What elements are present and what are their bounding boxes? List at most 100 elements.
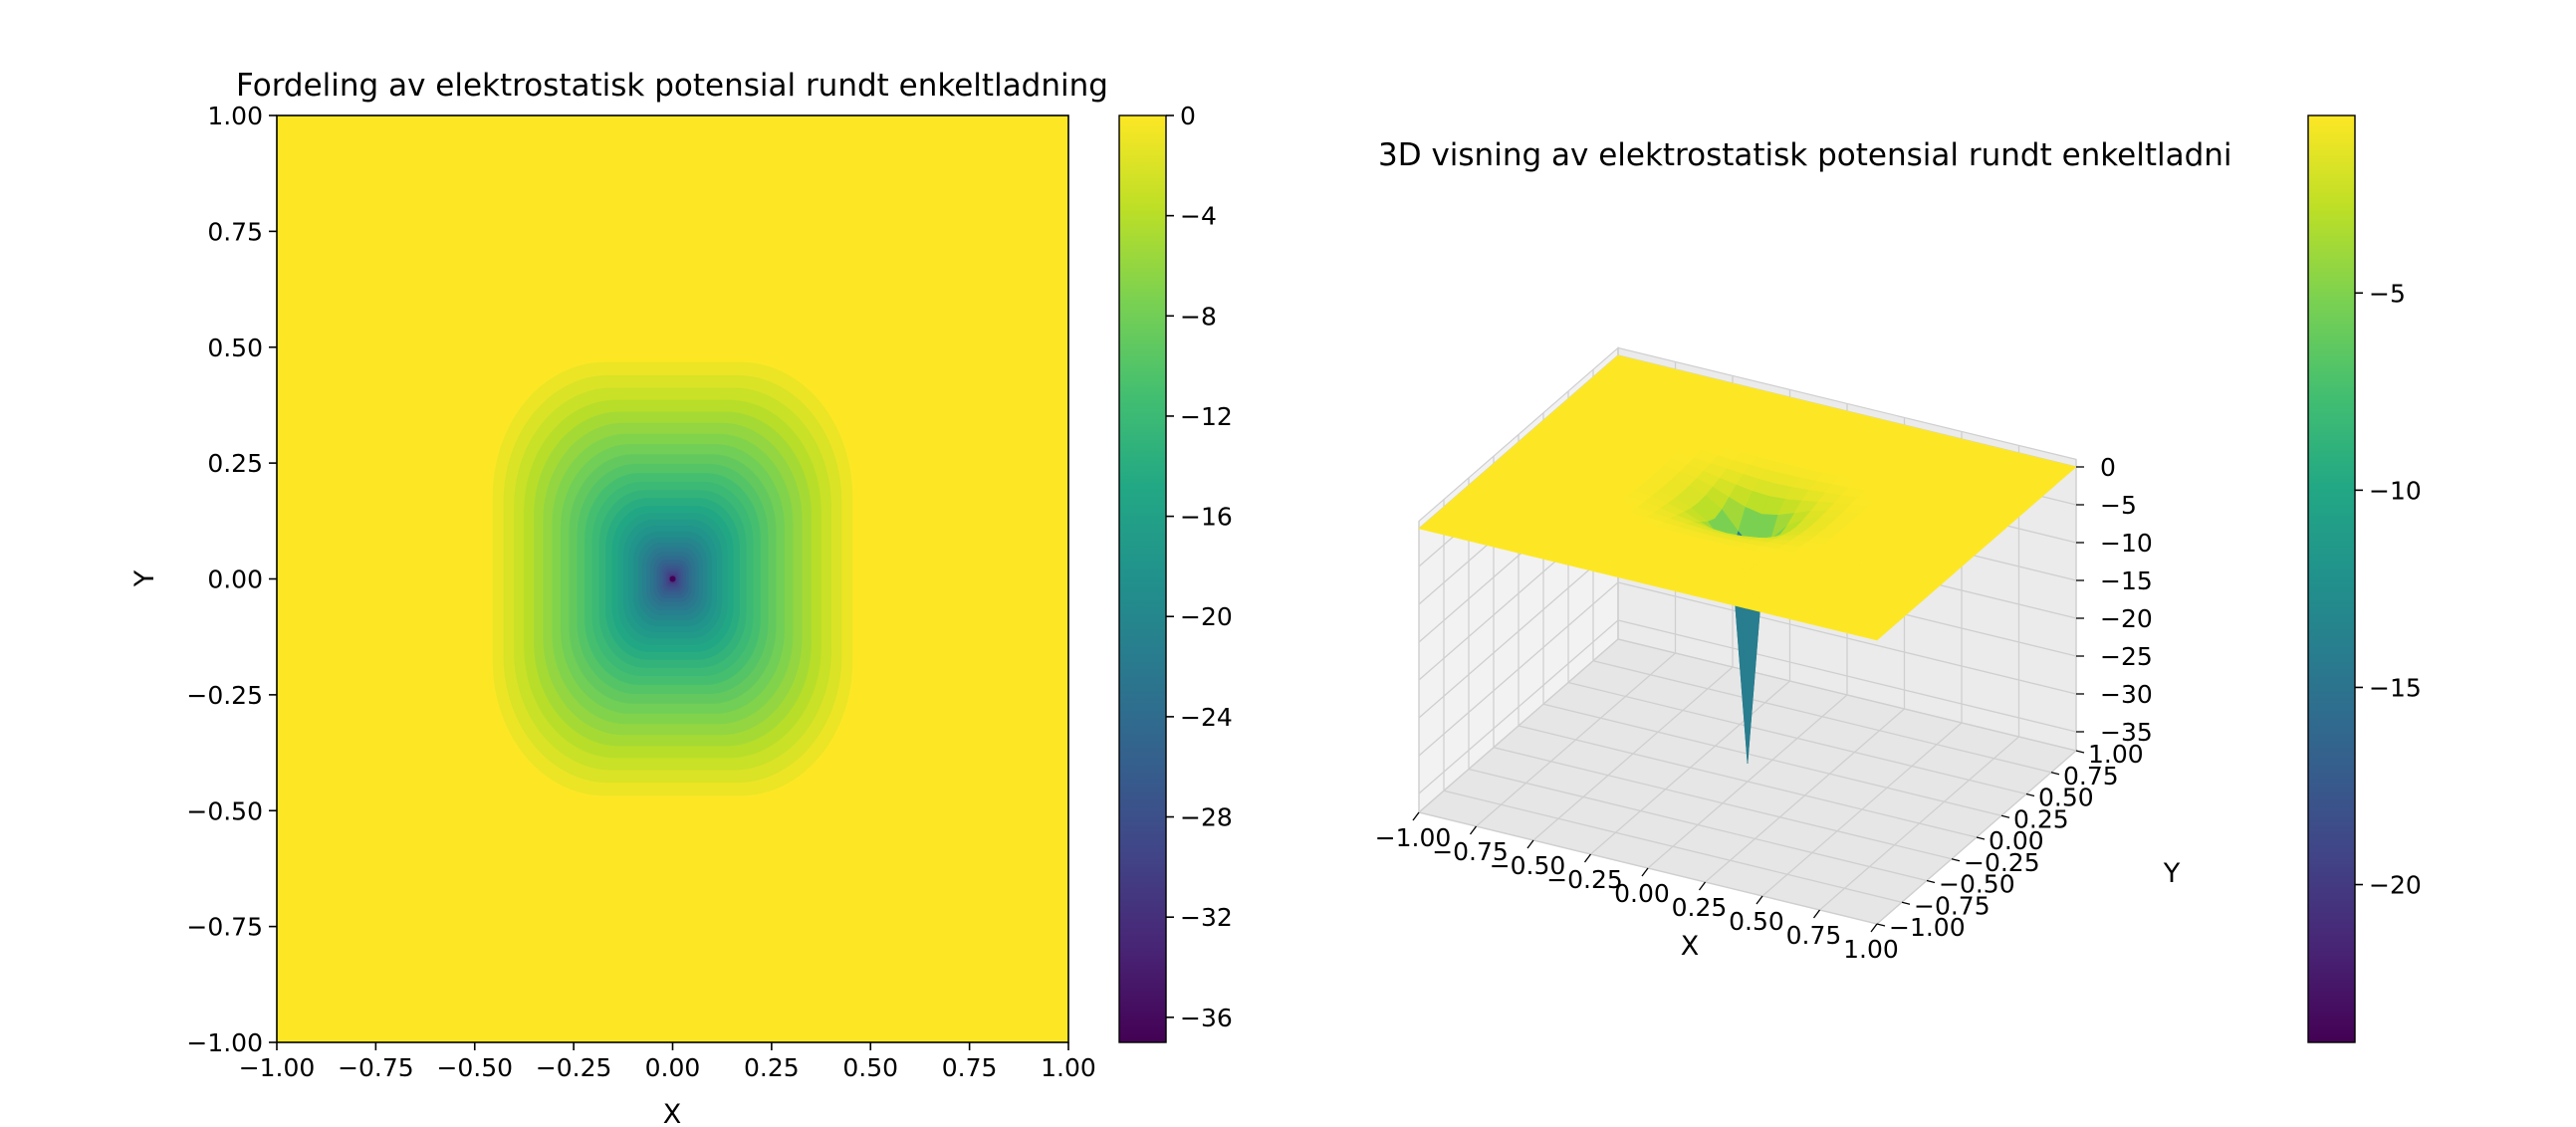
grid-line [1705,708,1905,883]
x-tick-label: 0.75 [942,1053,998,1082]
y3d-tick-mark [1951,858,1961,862]
z3d-tick-label: −5 [2100,491,2137,520]
contour-plot: Fordeling av elektrostatisk potensial ru… [129,68,1108,1127]
y-tick-label: −0.75 [186,913,263,942]
y-tick-label: 0.25 [207,449,263,478]
contour-field [277,115,1068,1042]
z3d-tick-label: −25 [2100,642,2153,671]
colorbar-tick-label: −20 [1180,602,1233,631]
x-tick-label: 0.25 [744,1053,800,1082]
y-tick-label: 0.50 [207,334,263,362]
y3d-tick-label: −0.75 [1914,891,1991,920]
surface-mesh [1418,354,2077,764]
contour-y-label: Y [129,569,160,587]
x3d-tick-label: 0.00 [1614,879,1670,908]
y3d-tick-mark [2000,814,2010,818]
x3d-tick-mark [1469,825,1478,835]
x3d-tick-label: 0.25 [1672,893,1728,922]
contour-y-ticks: −1.00 −0.75 −0.50 −0.25 0.00 0.25 0.50 0.75 1.00 [186,102,277,1057]
colorbar-tick-label: −8 [1180,302,1217,331]
x3d-tick-label: 0.75 [1786,921,1842,950]
grid-line [1418,619,1619,794]
colorbar-tick-label: −20 [2369,871,2422,900]
y3d-tick-label: 0.75 [2063,762,2119,790]
y3d-tick-mark [1876,923,1886,927]
surface-x-label: X [1681,931,1700,962]
grid-line [1617,619,2077,733]
colorbar-tick-label: −10 [2369,476,2422,505]
x-tick-label: 0.00 [645,1053,701,1082]
grid-line [1567,681,2027,795]
surface-title: 3D visning av elektrostatisk potensial r… [1378,137,2232,173]
grid-line [1592,660,2052,774]
colorbar-tick-label: −28 [1180,803,1233,832]
y3d-tick-mark [2050,772,2060,776]
grid-line [1418,544,1619,719]
charge-point [669,575,676,582]
x-tick-label: −0.25 [536,1053,612,1082]
y-tick-label: −0.50 [186,796,263,825]
y3d-tick-label: −0.25 [1964,848,2040,877]
y3d-tick-label: −1.00 [1889,913,1966,942]
y3d-tick-label: 0.50 [2038,784,2094,812]
z3d-tick-label: −20 [2100,604,2153,633]
y3d-tick-label: 1.00 [2088,740,2144,769]
x3d-tick-mark [1698,881,1707,891]
colorbar-tick-label: −24 [1180,703,1233,732]
y-tick-label: −1.00 [186,1028,263,1057]
surface-patch [1859,629,1885,641]
z3d-tick-label: −30 [2100,680,2153,709]
x-tick-label: −0.75 [338,1053,414,1082]
surface-colorbar-ticks: −5 −10 −15 −20 [2355,279,2422,900]
colorbar-tick-label: −15 [2369,673,2422,702]
y3d-tick-mark [2025,792,2035,797]
z3d-tick-label: −35 [2100,718,2153,747]
contour-x-label: X [663,1099,682,1127]
contour-x-ticks: −1.00 −0.75 −0.50 −0.25 0.00 0.25 0.50 0.75 1.00 [239,1042,1096,1082]
grid-line [1418,581,1619,757]
surface-axis-ticks: −1.00−0.75−0.50−0.250.00 0.25 0.50 0.75 1.00… [1375,453,2153,964]
x3d-tick-label: 0.50 [1729,907,1784,936]
grid-line [1542,703,2002,816]
y3d-tick-mark [1976,836,1986,840]
y-tick-label: −0.25 [186,681,263,710]
grid-line [1518,725,1978,838]
y3d-tick-mark [2075,750,2085,754]
surface-colorbar: −5 −10 −15 −20 [2307,114,2422,1043]
grid-line [1819,736,2019,911]
x3d-tick-mark [1641,867,1649,877]
x-tick-label: −0.50 [436,1053,513,1082]
x-tick-label: 1.00 [1041,1053,1096,1082]
x3d-tick-mark [1756,895,1763,905]
y-tick-label: 1.00 [207,102,263,130]
x3d-tick-mark [1812,909,1821,919]
x3d-tick-mark [1870,923,1878,933]
y-tick-label: 0.75 [207,217,263,246]
z3d-tick-label: −10 [2100,529,2153,558]
colorbar-tick-label: −36 [1180,1004,1233,1032]
x3d-tick-mark [1526,839,1534,849]
x-tick-label: −1.00 [239,1053,316,1082]
colorbar-tick-label: −16 [1180,503,1233,532]
y-tick-label: 0.00 [207,565,263,594]
grid-line [1617,581,2077,695]
x-tick-label: 0.50 [842,1053,898,1082]
contour-colorbar: 0 −4 −8 −12 −16 −20 −24 −28 −32 −36 [1118,102,1233,1043]
y3d-tick-mark [1926,879,1936,884]
x3d-tick-label: −0.75 [1432,837,1509,866]
x3d-tick-mark [1583,853,1592,863]
x3d-tick-label: −0.50 [1490,851,1566,880]
x3d-tick-label: −1.00 [1375,823,1452,852]
y3d-tick-label: 0.25 [2013,804,2069,833]
z3d-tick-label: 0 [2100,453,2116,482]
grid-line [1617,638,2077,752]
contour-title: Fordeling av elektrostatisk potensial ru… [236,68,1108,104]
grid-line [1761,722,1963,897]
surface-colorbar-gradient [2307,114,2356,1043]
colorbar-tick-label: −32 [1180,903,1233,932]
z3d-tick-label: −15 [2100,566,2153,595]
contour-colorbar-gradient [1118,114,1167,1043]
surface-plot: 3D visning av elektrostatisk potensial r… [1375,137,2232,964]
surface-y-label: Y [2163,858,2181,889]
